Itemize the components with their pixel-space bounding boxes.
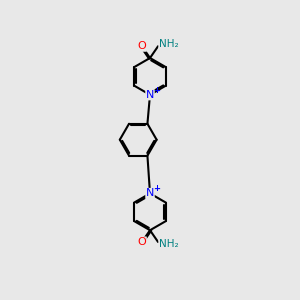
Text: O: O <box>137 41 146 51</box>
Text: N: N <box>146 188 154 198</box>
Text: +: + <box>153 184 160 193</box>
Text: NH₂: NH₂ <box>159 39 178 50</box>
Text: +: + <box>153 85 160 94</box>
Text: N: N <box>146 90 154 100</box>
Text: NH₂: NH₂ <box>159 239 178 249</box>
Text: O: O <box>137 237 146 247</box>
